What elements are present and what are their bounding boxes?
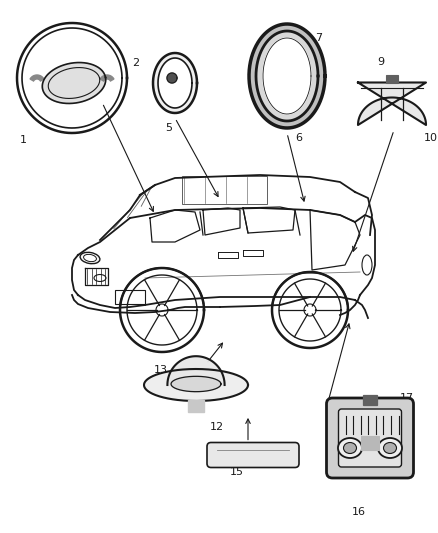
Wedge shape (30, 75, 44, 81)
Polygon shape (358, 83, 426, 125)
Polygon shape (42, 62, 106, 103)
Polygon shape (171, 376, 221, 392)
FancyBboxPatch shape (339, 409, 402, 467)
Text: 16: 16 (352, 507, 366, 517)
Polygon shape (153, 53, 197, 113)
Text: 5: 5 (165, 123, 172, 133)
Text: 13: 13 (154, 365, 168, 375)
Polygon shape (263, 38, 311, 114)
Text: 15: 15 (230, 467, 244, 477)
Ellipse shape (384, 442, 396, 454)
Text: 6: 6 (295, 133, 302, 143)
Ellipse shape (338, 438, 362, 458)
Bar (188, 400, 204, 412)
Text: 9: 9 (377, 57, 384, 67)
Bar (363, 395, 377, 405)
Text: 10: 10 (424, 133, 438, 143)
Ellipse shape (343, 442, 357, 454)
Bar (182, 176, 267, 204)
FancyBboxPatch shape (326, 398, 413, 478)
Bar (115, 290, 145, 304)
Polygon shape (167, 73, 177, 83)
Polygon shape (256, 31, 318, 121)
Polygon shape (249, 24, 325, 128)
Ellipse shape (84, 254, 96, 262)
Text: 17: 17 (400, 393, 414, 403)
Text: 2: 2 (132, 58, 139, 68)
Wedge shape (100, 75, 114, 81)
Polygon shape (144, 369, 248, 401)
Text: 12: 12 (210, 422, 224, 432)
Ellipse shape (378, 438, 402, 458)
Ellipse shape (94, 274, 106, 281)
Polygon shape (158, 58, 192, 108)
Bar (361, 436, 379, 450)
Polygon shape (167, 356, 225, 385)
Text: 1: 1 (20, 135, 27, 145)
Ellipse shape (362, 255, 372, 275)
Text: 7: 7 (315, 33, 322, 43)
Bar (386, 75, 398, 83)
Ellipse shape (80, 252, 100, 264)
FancyBboxPatch shape (207, 442, 299, 467)
